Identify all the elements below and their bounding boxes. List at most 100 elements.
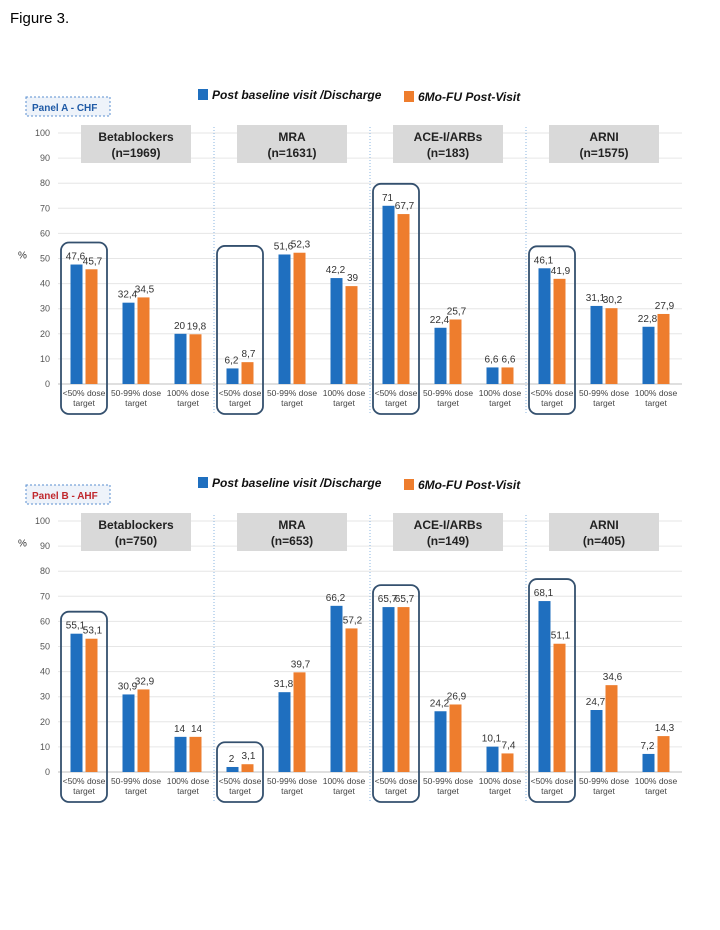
legend-label-series1: Post baseline visit /Discharge xyxy=(212,88,382,102)
x-category-label-line2: target xyxy=(437,786,459,796)
x-category-label-line2: target xyxy=(73,398,95,408)
bar-series1 xyxy=(70,633,83,772)
x-category-label: <50% dose xyxy=(219,776,262,786)
group-header-box xyxy=(81,125,191,163)
bar-series2 xyxy=(137,689,150,772)
y-tick-label: 60 xyxy=(40,228,50,238)
y-tick-label: 50 xyxy=(40,254,50,264)
x-category-label-line2: target xyxy=(281,786,303,796)
x-category-label-line2: target xyxy=(177,786,199,796)
highlight-box xyxy=(216,741,264,803)
x-category-label-line2: target xyxy=(125,786,147,796)
bar-series2 xyxy=(293,672,306,772)
highlight-box xyxy=(60,241,108,415)
group-header-box xyxy=(393,513,503,551)
group-header-name: ARNI xyxy=(589,130,618,144)
bar-series2 xyxy=(345,286,358,384)
data-label-series2: 14,3 xyxy=(655,723,675,734)
data-label-series2: 25,7 xyxy=(447,306,467,317)
x-category-label: 50-99% dose xyxy=(579,776,629,786)
legend-swatch-series1 xyxy=(198,89,208,100)
group-header-n: (n=750) xyxy=(115,534,157,548)
x-category-label: <50% dose xyxy=(219,388,262,398)
bar-series1 xyxy=(330,605,343,772)
x-category-label-line2: target xyxy=(541,786,563,796)
bar-series1 xyxy=(382,607,395,772)
x-category-label-line2: target xyxy=(541,398,563,408)
data-label-series1: 10,1 xyxy=(482,734,502,745)
bar-series2 xyxy=(241,764,254,772)
y-tick-label: 100 xyxy=(35,128,50,138)
bar-series2 xyxy=(605,308,618,384)
legend-label-series1: Post baseline visit /Discharge xyxy=(212,476,382,490)
group-header-box xyxy=(549,513,659,551)
bar-series2 xyxy=(241,362,254,384)
x-category-label: 50-99% dose xyxy=(111,388,161,398)
y-axis-label: % xyxy=(18,251,27,262)
data-label-series1: 71 xyxy=(382,193,394,204)
x-category-label-line2: target xyxy=(177,398,199,408)
panel-label: Panel A - CHF xyxy=(32,103,97,114)
y-tick-label: 80 xyxy=(40,178,50,188)
bar-series1 xyxy=(642,753,655,772)
bar-series1 xyxy=(434,327,447,384)
bar-series1 xyxy=(538,268,551,384)
x-category-label: 100% dose xyxy=(323,388,366,398)
y-tick-label: 80 xyxy=(40,566,50,576)
highlight-box xyxy=(216,245,264,415)
x-category-label-line2: target xyxy=(645,786,667,796)
bar-series1 xyxy=(226,368,239,384)
data-label-series1: 6,6 xyxy=(485,354,499,365)
highlight-box xyxy=(372,584,420,803)
group-header-n: (n=405) xyxy=(583,534,625,548)
bar-series1 xyxy=(538,601,551,772)
x-category-label-line2: target xyxy=(229,398,251,408)
group-header-name: Betablockers xyxy=(98,518,174,532)
bar-series1 xyxy=(122,694,135,772)
y-tick-label: 70 xyxy=(40,203,50,213)
x-category-label: <50% dose xyxy=(63,388,106,398)
bar-series2 xyxy=(85,638,98,772)
bar-series1 xyxy=(486,746,499,772)
bar-series2 xyxy=(397,214,410,384)
x-category-label-line2: target xyxy=(593,786,615,796)
y-tick-label: 40 xyxy=(40,279,50,289)
group-header-n: (n=1969) xyxy=(111,146,160,160)
data-label-series1: 14 xyxy=(174,724,186,735)
bar-series1 xyxy=(434,711,447,772)
highlight-box xyxy=(528,578,576,803)
panel-a-chart: Panel A - CHF Post baseline visit /Discha… xyxy=(18,88,682,415)
group-header-n: (n=183) xyxy=(427,146,469,160)
bar-series2 xyxy=(553,278,566,384)
group-header-n: (n=149) xyxy=(427,534,469,548)
group-header-name: ARNI xyxy=(589,518,618,532)
y-tick-label: 30 xyxy=(40,304,50,314)
data-label-series1: 31,1 xyxy=(586,293,606,304)
group-header-name: ACE-I/ARBs xyxy=(414,518,483,532)
x-category-label: <50% dose xyxy=(63,776,106,786)
bar-series2 xyxy=(137,297,150,384)
data-label-series2: 7,4 xyxy=(502,740,516,751)
x-category-label-line2: target xyxy=(437,398,459,408)
data-label-series1: 20 xyxy=(174,321,186,332)
x-category-label: <50% dose xyxy=(375,388,418,398)
data-label-series2: 19,8 xyxy=(187,321,207,332)
legend-label-series2: 6Mo-FU Post-Visit xyxy=(418,90,521,104)
x-category-label-line2: target xyxy=(281,398,303,408)
bar-series2 xyxy=(85,269,98,384)
x-category-label-line2: target xyxy=(333,398,355,408)
x-category-label: 50-99% dose xyxy=(111,776,161,786)
bar-series1 xyxy=(278,692,291,772)
bar-series2 xyxy=(449,319,462,384)
group-header-name: ACE-I/ARBs xyxy=(414,130,483,144)
group-header-n: (n=1575) xyxy=(579,146,628,160)
highlight-box xyxy=(60,610,108,803)
data-label-series2: 34,6 xyxy=(603,672,623,683)
data-label-series2: 67,7 xyxy=(395,201,415,212)
data-label-series2: 14 xyxy=(191,724,203,735)
data-label-series2: 41,9 xyxy=(551,266,571,277)
data-label-series1: 46,1 xyxy=(534,255,554,266)
bar-series2 xyxy=(449,704,462,772)
data-label-series2: 39,7 xyxy=(291,659,311,670)
group-header-n: (n=653) xyxy=(271,534,313,548)
